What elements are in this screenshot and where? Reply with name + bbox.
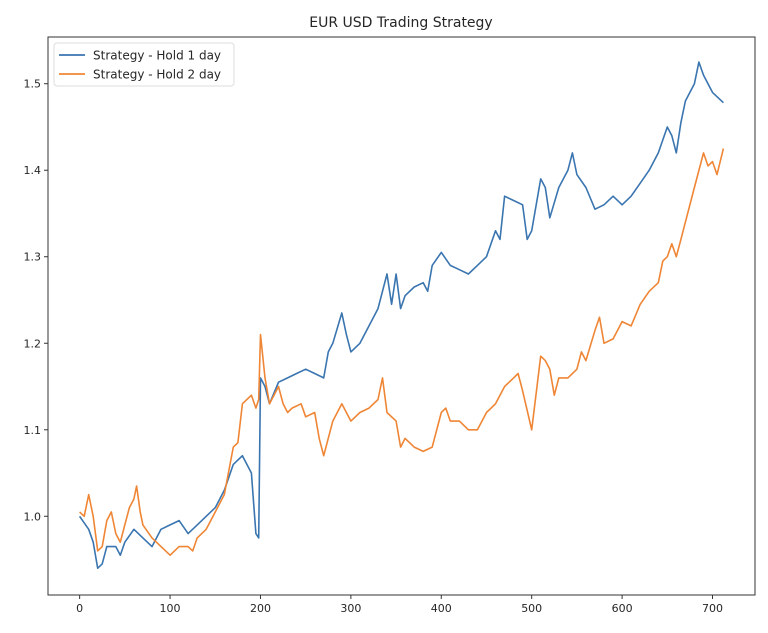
x-tick-label: 400	[431, 602, 452, 615]
legend: Strategy - Hold 1 day Strategy - Hold 2 …	[53, 42, 235, 87]
x-tick-label: 300	[340, 602, 361, 615]
legend-label-hold-2-day: Strategy - Hold 2 day	[93, 68, 221, 82]
axis-ticks: 0 100 200 300 400 500 600 700 1.0 1.1 1.2 1.3 1.4 1.5	[24, 78, 724, 615]
x-tick-label: 0	[76, 602, 83, 615]
legend-box	[53, 42, 235, 87]
series-layer	[78, 61, 725, 570]
y-tick-label: 1.3	[24, 251, 42, 264]
x-tick-label: 700	[702, 602, 723, 615]
x-tick-label: 500	[521, 602, 542, 615]
plot-frame	[47, 36, 756, 596]
chart-title: EUR USD Trading Strategy	[309, 15, 492, 31]
x-tick-label: 600	[612, 602, 633, 615]
legend-label-hold-1-day: Strategy - Hold 1 day	[93, 49, 221, 63]
series-line-1	[78, 61, 724, 570]
y-tick-label: 1.2	[24, 337, 42, 350]
series-line-2	[79, 148, 725, 557]
y-tick-label: 1.4	[24, 164, 42, 177]
y-tick-label: 1.0	[24, 510, 42, 523]
y-tick-label: 1.1	[24, 424, 42, 437]
y-tick-label: 1.5	[24, 78, 42, 91]
x-tick-label: 200	[250, 602, 271, 615]
x-tick-label: 100	[160, 602, 181, 615]
